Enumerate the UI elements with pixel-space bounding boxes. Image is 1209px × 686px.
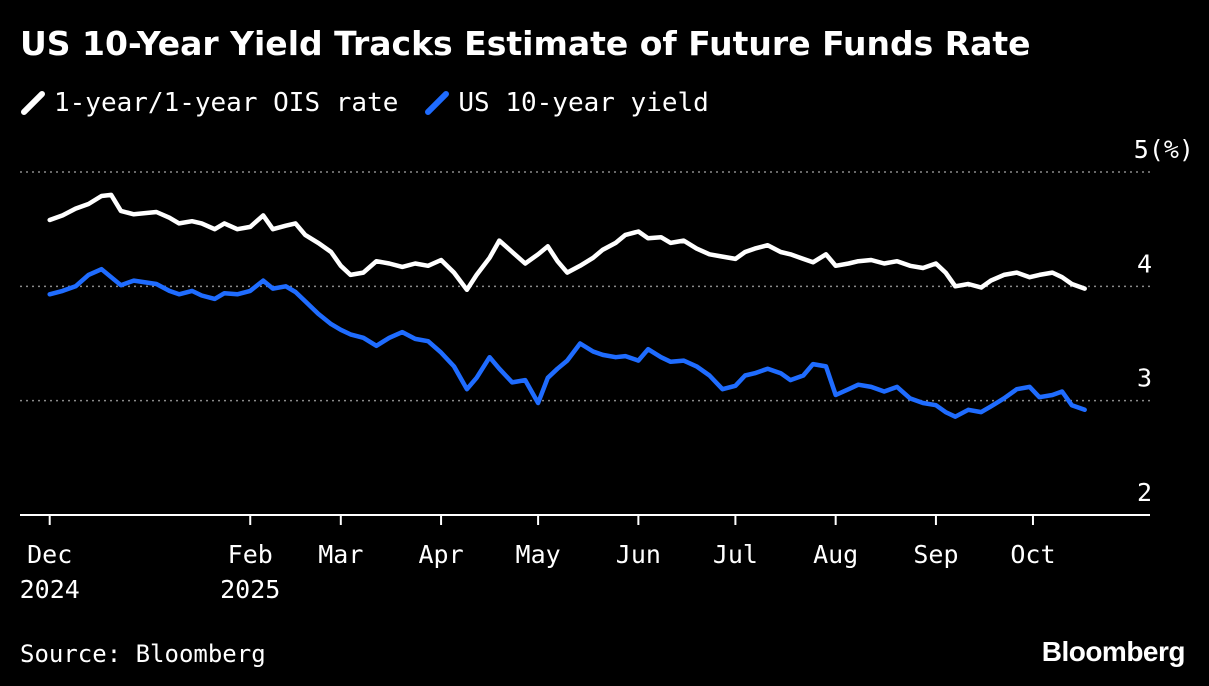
y-tick-label: 5(%) — [1134, 135, 1194, 164]
legend-label-ois: 1-year/1-year OIS rate — [54, 88, 399, 118]
legend-item-us10y: US 10-year yield — [424, 88, 709, 118]
x-tick-label: Sep — [913, 540, 958, 569]
series-line-1 — [47, 266, 1087, 419]
x-tick-labels: Dec 2024 Feb 2025 Mar Apr May Jun Jul Aug Sep Oct — [20, 540, 1056, 604]
x-tick-label: May — [516, 540, 561, 569]
axis-layer — [20, 514, 1150, 525]
legend-label-us10y: US 10-year yield — [458, 88, 709, 118]
bloomberg-logo: Bloomberg — [1041, 636, 1186, 667]
x-tick-label: Dec — [27, 540, 72, 569]
x-tick-label: Mar — [318, 540, 363, 569]
y-tick-labels: 5(%) 4 3 2 — [1134, 135, 1194, 507]
series-line-0 — [47, 192, 1087, 293]
legend-item-ois: 1-year/1-year OIS rate — [20, 88, 398, 118]
legend: 1-year/1-year OIS rate US 10-year yield — [20, 88, 735, 118]
x-tick-label: Oct — [1010, 540, 1055, 569]
x-tick-label: Jul — [713, 540, 758, 569]
x-tick-label: Aug — [813, 540, 858, 569]
chart-title: US 10-Year Yield Tracks Estimate of Futu… — [20, 24, 1031, 63]
x-tick-label: Feb — [228, 540, 273, 569]
source-note: Source: Bloomberg — [20, 640, 266, 668]
legend-swatch-us10y — [425, 91, 450, 115]
x-tick-label: Jun — [616, 540, 661, 569]
y-tick-label: 3 — [1137, 364, 1152, 393]
y-tick-label: 4 — [1137, 249, 1152, 278]
x-tick-label: Apr — [418, 540, 463, 569]
series-layer — [47, 192, 1087, 419]
x-tick-label-year: 2025 — [220, 575, 280, 604]
y-tick-label: 2 — [1137, 478, 1152, 507]
x-tick-label-year: 2024 — [20, 575, 80, 604]
grid-layer — [20, 171, 1150, 402]
legend-swatch-ois — [21, 91, 45, 115]
